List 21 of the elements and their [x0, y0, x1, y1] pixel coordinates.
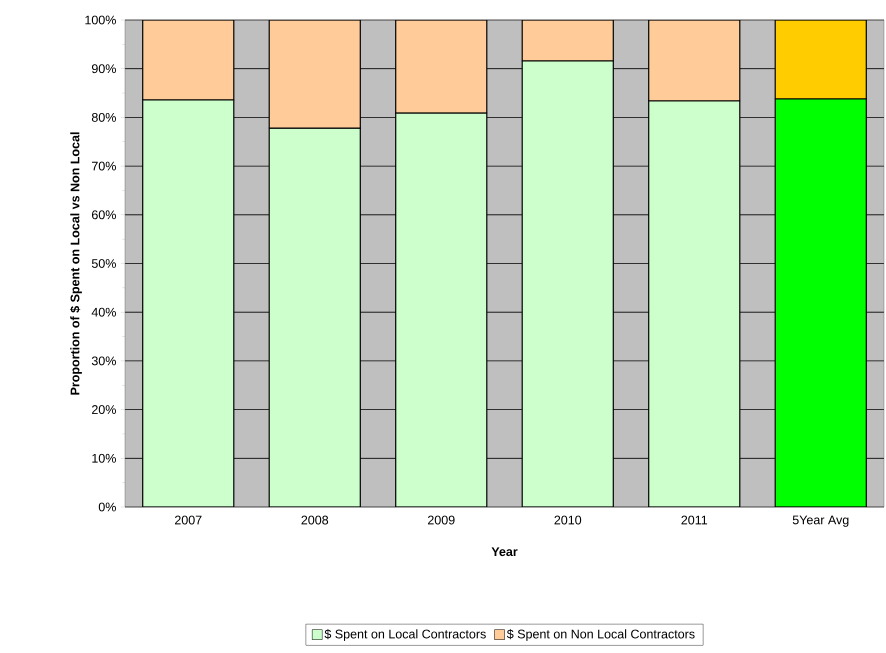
y-axis-title: Proportion of $ Spent on Local vs Non Local: [70, 132, 82, 395]
x-tick-label: 2007: [174, 516, 202, 524]
x-tick-label: 2010: [554, 516, 582, 524]
y-tick-label: 0%: [98, 502, 116, 512]
legend-label: $ Spent on Non Local Contractors: [506, 629, 695, 641]
y-tick-label: 90%: [92, 64, 116, 74]
y-tick-label: 100%: [85, 16, 116, 24]
x-axis-title: Year: [492, 547, 518, 556]
y-tick-label: 70%: [92, 162, 116, 171]
y-tick-label: 60%: [92, 210, 116, 220]
x-tick-label: 2009: [428, 516, 455, 524]
y-tick-label: 40%: [92, 308, 116, 317]
y-tick-label: 50%: [92, 259, 116, 268]
y-tick-label: 80%: [92, 112, 116, 122]
x-tick-label: 5Year Avg: [792, 516, 848, 527]
y-tick-label: 20%: [92, 405, 116, 414]
x-tick-label: 2008: [301, 516, 328, 524]
y-tick-label: 30%: [92, 356, 116, 366]
legend-label: $ Spent on Local Contractors: [324, 629, 486, 641]
x-tick-label: 2011: [681, 516, 708, 524]
y-tick-label: 10%: [92, 454, 116, 463]
